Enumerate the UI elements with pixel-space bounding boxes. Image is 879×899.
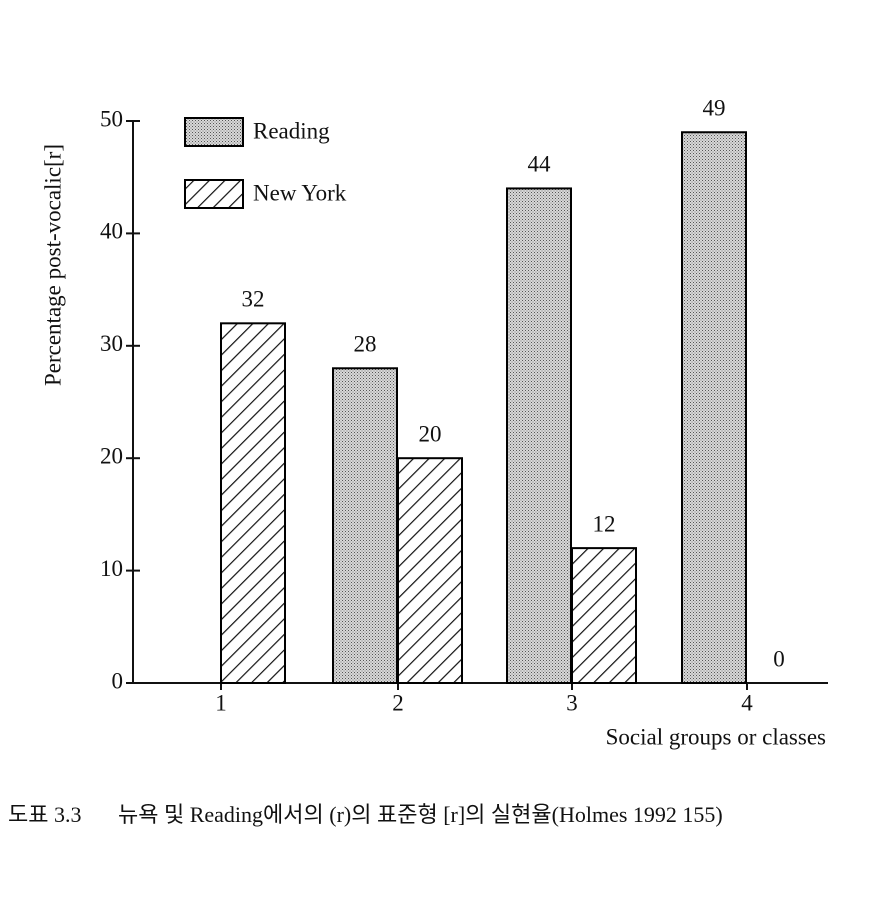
y-tick-label: 50 [100,106,123,131]
caption-label: 도표 3.3 [8,802,82,827]
value-label: 0 [773,646,785,671]
y-axis-title: Percentage post-vocalic[r] [40,144,65,386]
x-tick-label: 1 [215,690,227,715]
y-tick-label: 40 [100,219,123,244]
bar [571,547,637,684]
bar [332,367,398,684]
value-label: 28 [354,332,377,357]
value-label: 32 [242,287,265,312]
bar [220,322,286,684]
bar [681,131,747,685]
y-tick-label: 20 [100,443,123,468]
y-tick-label: 0 [112,668,124,693]
x-axis-title: Social groups or classes [606,724,826,749]
bar [397,457,463,685]
chart: Percentage post-vocalic[r] Social groups… [40,96,828,749]
value-label: 49 [703,96,726,121]
x-tick-label: 3 [566,690,578,715]
caption-text: 뉴욕 및 Reading에서의 (r)의 표준형 [r]의 실현율(Holmes… [118,802,723,827]
caption: 도표 3.3 뉴욕 및 Reading에서의 (r)의 표준형 [r]의 실현율… [8,797,868,833]
y-tick-label: 10 [100,556,123,581]
value-label: 12 [593,511,616,536]
legend-label: New York [253,180,347,205]
legend-swatch [184,117,244,147]
value-label: 20 [419,421,442,446]
y-tick-label: 30 [100,331,123,356]
legend-label: Reading [253,118,330,143]
value-label: 44 [528,152,552,177]
bar [506,187,572,684]
x-tick-label: 2 [392,690,404,715]
legend-swatch [184,179,244,209]
x-tick-label: 4 [741,690,753,715]
